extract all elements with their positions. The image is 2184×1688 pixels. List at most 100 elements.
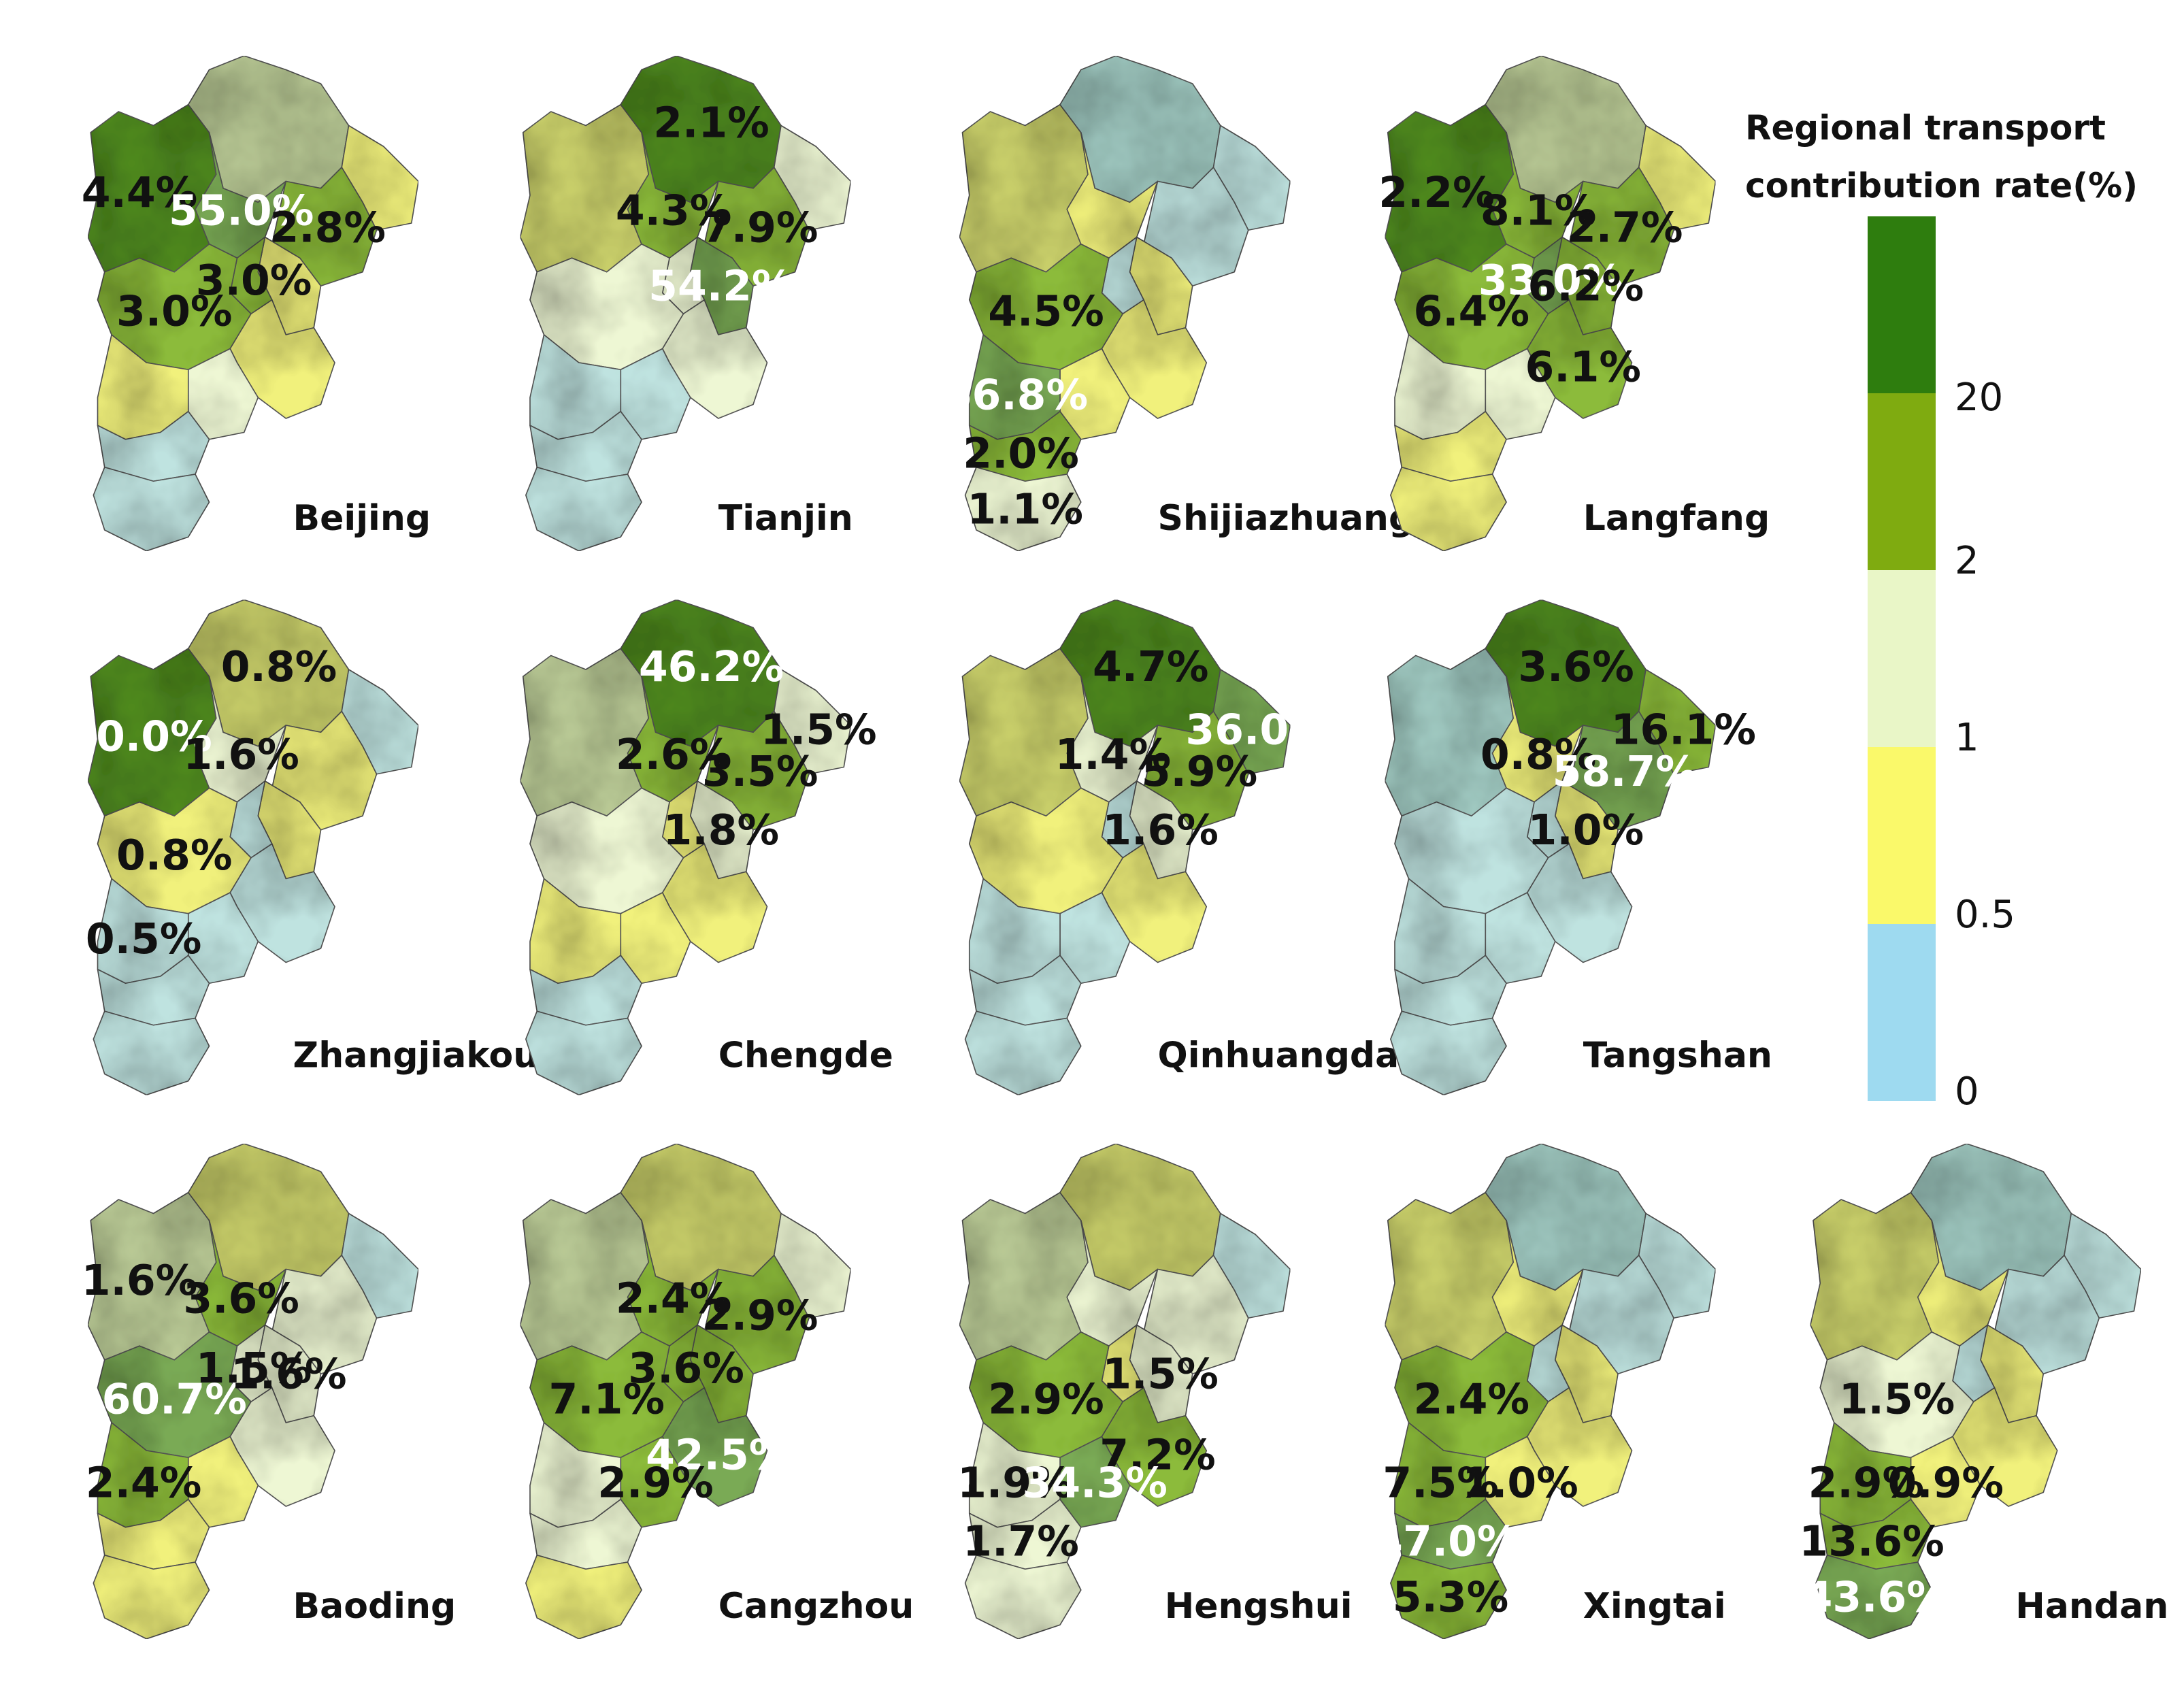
region-label: 0.9% [1887, 1458, 2004, 1507]
region-label: 4.4% [82, 168, 198, 217]
region-label: 3.6% [628, 1344, 744, 1393]
map-regions [87, 599, 419, 1096]
city-name: Cangzhou [718, 1586, 914, 1627]
city-name: Xingtai [1583, 1586, 1726, 1627]
map-panel-beijing: 4.4%55.0%2.8%3.0%3.0% [82, 55, 419, 552]
legend-title-line-1: Regional transport [1745, 108, 2106, 148]
city-name: Hengshui [1165, 1586, 1353, 1627]
map-panel-hengshui: 1.5%2.9% 7.2% 1.9%34.3% 1.7% [957, 1143, 1291, 1640]
region-label: 2.2% [1378, 168, 1495, 217]
city-name: Shijiazhuang [1158, 498, 1414, 539]
map-regions [519, 1143, 852, 1640]
legend-bin [1868, 570, 1936, 747]
region-label: 7.9% [702, 203, 818, 252]
region-label: 1.9% [957, 1458, 1074, 1507]
region-label: 58.7% [1553, 747, 1698, 796]
region-label: 0.5% [86, 914, 202, 963]
region-label: 2.4% [86, 1458, 202, 1507]
region-hd [93, 1010, 210, 1096]
legend-bin [1868, 216, 1936, 393]
region-label: 1.6% [231, 1349, 347, 1398]
legend-tick-label: 20 [1955, 376, 2003, 420]
region-hd [93, 1554, 210, 1640]
region-hd [1390, 1554, 1507, 1640]
map-panel-tianjin: 2.1% 4.3%7.9% 54.2% [519, 55, 852, 552]
city-name: Zhangjiakou [293, 1035, 539, 1076]
legend-tick-label: 0 [1955, 1070, 1979, 1114]
region-label: 0.8% [221, 642, 337, 691]
map-regions [1384, 55, 1717, 552]
region-label: 16.1% [1611, 705, 1756, 754]
region-label: 1.1% [967, 484, 1083, 533]
city-name: Qinhuangdao [1158, 1035, 1423, 1076]
region-label: 33.0% [1478, 256, 1623, 305]
legend-bin [1868, 924, 1936, 1101]
region-label: 1.8% [663, 806, 780, 855]
region-zjk [959, 103, 1089, 273]
city-name: Tangshan [1583, 1035, 1772, 1076]
map-panel-tangshan: 3.6% 16.1% 0.8%58.7% 1.0% [1384, 599, 1756, 1096]
region-label: 4.5% [988, 286, 1104, 335]
region-label: 1.5% [1102, 1349, 1219, 1398]
legend-bin [1868, 747, 1936, 924]
region-label: 3.0% [196, 256, 312, 305]
region-hd [1390, 466, 1507, 552]
region-hd [93, 466, 210, 552]
map-panel-xingtai: 2.4% 7.5%1.0% 47.0% 5.3% [1374, 1143, 1717, 1640]
region-label: 36.0% [1185, 705, 1330, 754]
region-hd [1390, 1010, 1507, 1096]
region-label: 1.5% [196, 1344, 312, 1393]
region-label: 7.5% [1383, 1458, 1499, 1507]
region-label: 2.8% [269, 203, 386, 252]
region-label: 43.6% [1804, 1572, 1949, 1621]
region-label: 1.6% [183, 730, 299, 779]
region-label: 2.4% [1413, 1374, 1529, 1423]
region-label: 3.0% [116, 286, 233, 335]
region-label: 0.8% [1480, 730, 1597, 779]
region-label: 5.3% [1393, 1572, 1509, 1621]
city-name: Chengde [718, 1035, 893, 1076]
city-name: Handan [2015, 1586, 2168, 1627]
region-label: 55.0% [169, 186, 314, 235]
region-label: 3.5% [702, 747, 818, 796]
legend-tick-label: 1 [1955, 716, 1979, 760]
region-label: 60.7% [102, 1374, 247, 1423]
region-label: 2.0% [963, 429, 1079, 478]
legend-bin [1868, 393, 1936, 570]
region-label: 1.7% [963, 1517, 1079, 1566]
map-regions [1810, 1143, 2142, 1640]
region-hd [964, 1554, 1082, 1640]
region-label: 13.6% [1799, 1517, 1944, 1566]
map-panel-cangzhou: 2.4%2.9%3.6%7.1%42.5%2.9% [519, 1143, 852, 1640]
region-label: 8.1% [1480, 186, 1597, 235]
region-label: 3.6% [183, 1274, 299, 1323]
region-label: 42.5% [646, 1430, 791, 1479]
region-hd [525, 1010, 642, 1096]
map-panel-baoding: 1.6%3.6%60.7%1.5%1.6%2.4% [82, 1143, 419, 1640]
region-hd [964, 466, 1082, 552]
region-label: 2.4% [616, 1274, 732, 1323]
legend-title-line-2: contribution rate(%) [1745, 166, 2138, 205]
region-label: 34.3% [1023, 1458, 1168, 1507]
map-panel-qinhuangdao: 4.7% 36.0% 1.4%5.9% 1.6% [959, 599, 1331, 1096]
region-label: 2.7% [1567, 203, 1683, 252]
region-label: 1.4% [1055, 730, 1172, 779]
region-label: 66.8% [943, 370, 1088, 419]
region-label: 4.7% [1093, 642, 1209, 691]
region-label: 1.6% [1102, 806, 1219, 855]
region-label: 2.6% [616, 730, 732, 779]
region-hd [525, 466, 642, 552]
map-panel-langfang: 2.2%8.1%2.7%33.0%6.2%6.4% 6.1% [1378, 55, 1717, 552]
legend-tick-label: 2 [1955, 539, 1979, 583]
map-regions [519, 55, 852, 552]
map-regions [959, 1143, 1291, 1640]
map-regions [959, 55, 1291, 552]
map-regions [1384, 1143, 1717, 1640]
region-hd [1815, 1554, 1933, 1640]
region-label: 1.5% [761, 705, 877, 754]
region-label: 60.0% [67, 712, 212, 761]
city-name: Langfang [1583, 498, 1770, 539]
city-name: Tianjin [718, 498, 853, 539]
region-label: 4.3% [616, 186, 732, 235]
region-label: 6.1% [1525, 342, 1641, 391]
